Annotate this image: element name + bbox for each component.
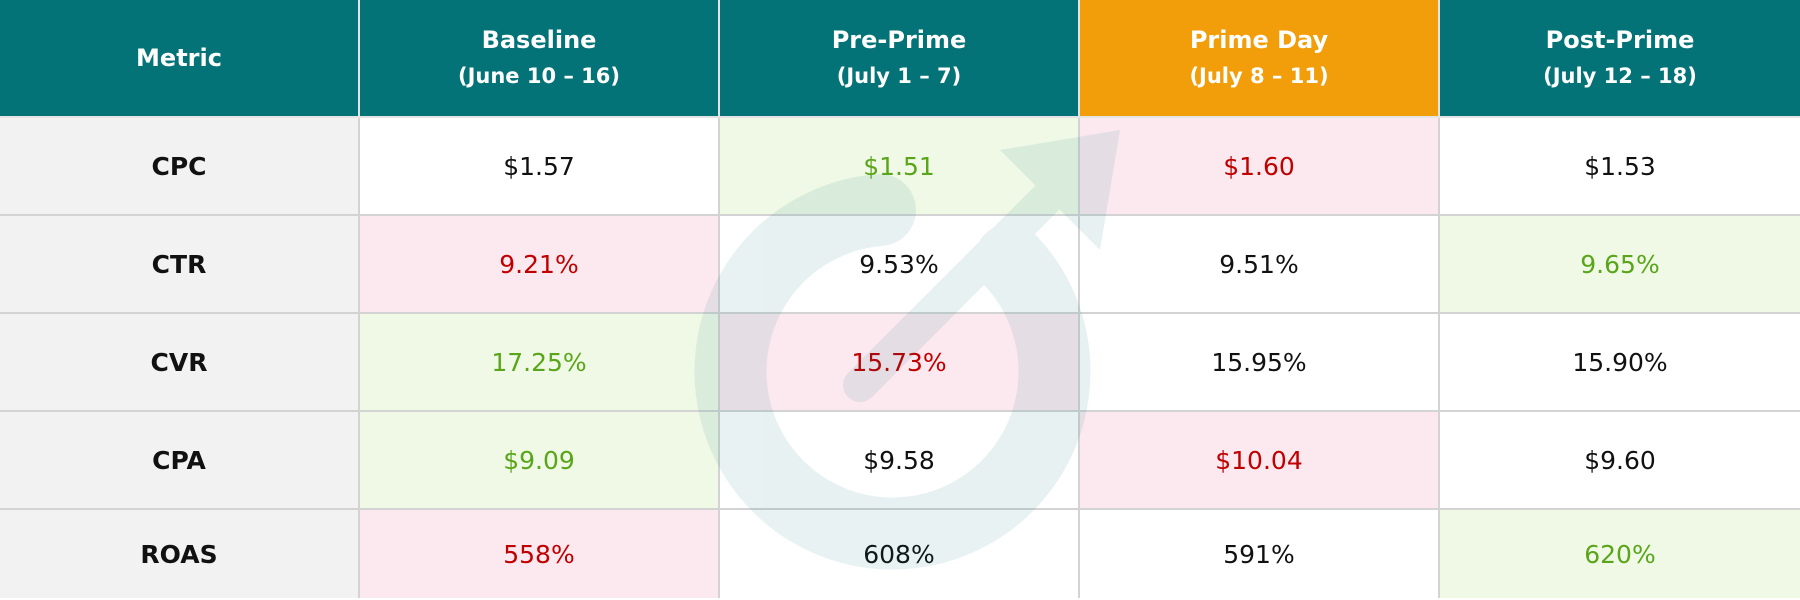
value-cell: 9.21% xyxy=(360,216,720,314)
metric-cell: ROAS xyxy=(0,510,360,598)
value-cell: $10.04 xyxy=(1080,412,1440,510)
header-cell: Pre-Prime (July 1 – 7) xyxy=(720,0,1080,118)
value-cell: $9.60 xyxy=(1440,412,1800,510)
value-cell: $1.57 xyxy=(360,118,720,216)
header-subtitle: (June 10 – 16) xyxy=(457,64,621,88)
header-cell: Metric xyxy=(0,0,360,118)
value-cell: 9.65% xyxy=(1440,216,1800,314)
header-subtitle: (July 8 – 11) xyxy=(1189,64,1329,88)
value-cell: 17.25% xyxy=(360,314,720,412)
value-cell: 620% xyxy=(1440,510,1800,598)
value-cell: $1.51 xyxy=(720,118,1080,216)
value-cell: 608% xyxy=(720,510,1080,598)
header-cell: Baseline (June 10 – 16) xyxy=(360,0,720,118)
header-subtitle: (July 1 – 7) xyxy=(836,64,962,88)
metric-cell: CPA xyxy=(0,412,360,510)
value-cell: $9.58 xyxy=(720,412,1080,510)
value-cell: 15.73% xyxy=(720,314,1080,412)
header-title: Post-Prime xyxy=(1545,26,1695,54)
value-cell: 9.53% xyxy=(720,216,1080,314)
value-cell: $1.60 xyxy=(1080,118,1440,216)
metric-cell: CTR xyxy=(0,216,360,314)
value-cell: $9.09 xyxy=(360,412,720,510)
value-cell: 15.95% xyxy=(1080,314,1440,412)
value-cell: $1.53 xyxy=(1440,118,1800,216)
metric-cell: CPC xyxy=(0,118,360,216)
value-cell: 15.90% xyxy=(1440,314,1800,412)
header-title: Prime Day xyxy=(1189,26,1329,54)
header-cell: Prime Day (July 8 – 11) xyxy=(1080,0,1440,118)
header-cell: Post-Prime (July 12 – 18) xyxy=(1440,0,1800,118)
header-title: Pre-Prime xyxy=(831,26,967,54)
header-title: Metric xyxy=(136,44,222,72)
value-cell: 591% xyxy=(1080,510,1440,598)
header-subtitle: (July 12 – 18) xyxy=(1543,64,1697,88)
metric-cell: CVR xyxy=(0,314,360,412)
value-cell: 558% xyxy=(360,510,720,598)
value-cell: 9.51% xyxy=(1080,216,1440,314)
header-title: Baseline xyxy=(481,26,597,54)
